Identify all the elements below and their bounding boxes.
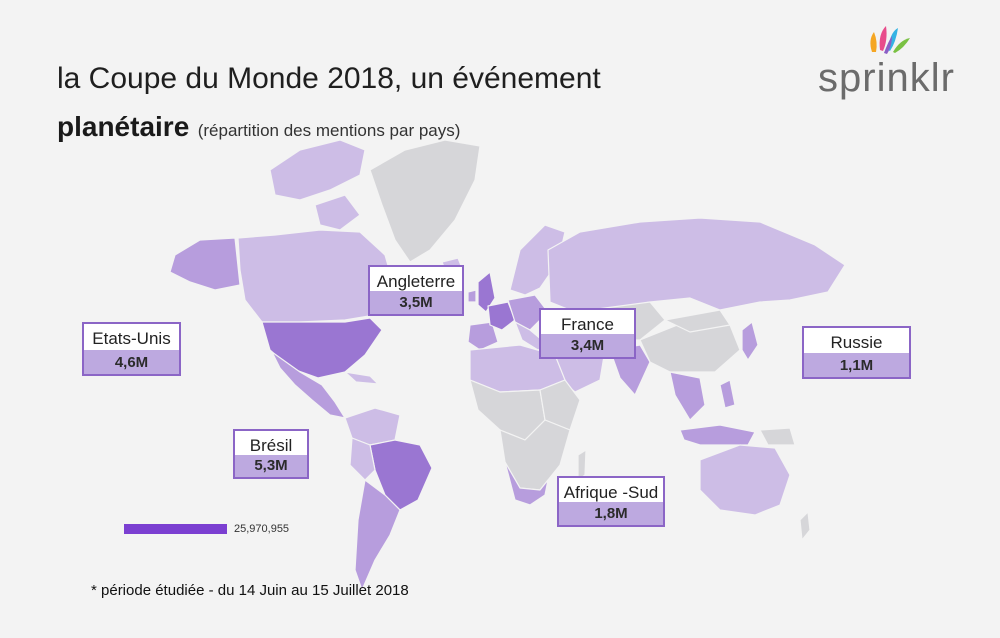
- callout-russia: Russie 1,1M: [802, 326, 911, 379]
- argentina-chile: [354, 479, 401, 591]
- legend-bar: [124, 524, 227, 534]
- callout-france: France 3,4M: [539, 308, 636, 359]
- callout-england-name: Angleterre: [376, 272, 456, 291]
- spain-portugal: [467, 321, 499, 351]
- callout-russia-value: 1,1M: [804, 353, 909, 377]
- east-africa: [539, 379, 581, 431]
- callout-south-africa-value: 1,8M: [559, 502, 663, 525]
- madagascar: [577, 449, 587, 481]
- russia: [547, 217, 846, 313]
- southeast-asia: [669, 371, 706, 421]
- callout-france-name: France: [561, 315, 614, 334]
- arctic-islands: [269, 139, 366, 201]
- title-subtitle: (répartition des mentions par pays): [197, 121, 461, 140]
- callout-south-africa: Afrique -Sud 1,8M: [557, 476, 665, 527]
- mexico: [271, 351, 346, 419]
- brazil: [369, 439, 433, 511]
- callout-brazil-name: Brésil: [249, 436, 293, 455]
- logo-text: sprinklr: [818, 56, 955, 100]
- logo-petals-icon: [870, 26, 910, 54]
- title-line2: planétaire (répartition des mentions par…: [57, 111, 460, 143]
- callout-russia-name: Russie: [830, 333, 883, 352]
- legend-max-label: 25,970,955: [234, 523, 290, 535]
- south-africa: [504, 461, 549, 506]
- france: [487, 301, 516, 331]
- indonesia: [679, 424, 756, 446]
- title-bold: planétaire: [57, 111, 190, 142]
- greenland: [369, 139, 481, 263]
- callout-usa: Etats-Unis 4,6M: [82, 322, 181, 376]
- footnote: * période étudiée - du 14 Juin au 15 Jui…: [91, 582, 409, 599]
- usa: [261, 317, 383, 379]
- callout-england: Angleterre 3,5M: [368, 265, 464, 316]
- callout-usa-value: 4,6M: [84, 350, 179, 374]
- callout-england-value: 3,5M: [370, 291, 462, 314]
- sprinklr-logo: sprinklr: [818, 26, 978, 108]
- alaska: [169, 237, 241, 291]
- title-line1: la Coupe du Monde 2018, un événement: [57, 62, 601, 95]
- callout-brazil: Brésil 5,3M: [233, 429, 309, 479]
- callout-brazil-value: 5,3M: [235, 454, 307, 477]
- japan: [741, 321, 759, 361]
- callout-south-africa-name: Afrique -Sud: [563, 483, 659, 502]
- callout-usa-name: Etats-Unis: [92, 329, 171, 348]
- peru: [349, 437, 376, 481]
- callout-france-value: 3,4M: [541, 334, 634, 357]
- australia: [699, 444, 791, 516]
- ireland: [467, 289, 477, 303]
